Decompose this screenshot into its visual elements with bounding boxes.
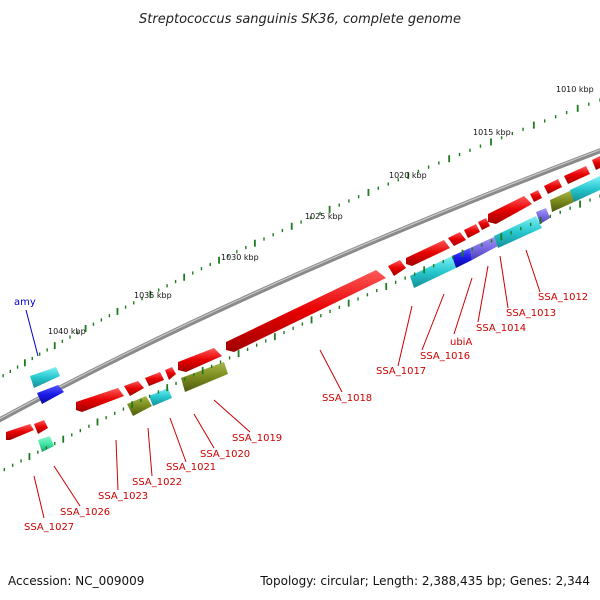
- callout-ssa-1013: [499, 255, 509, 309]
- gene-forward-b-arrow[interactable]: [544, 179, 562, 194]
- gene-ssa-1020-arrow[interactable]: [165, 367, 176, 380]
- outer-ticks: [2, 98, 600, 378]
- forward-strand-genes: [6, 156, 600, 440]
- genome-backbone-highlight: [0, 149, 600, 420]
- feature-blue-amy: [37, 385, 64, 404]
- label-ssa-1022[interactable]: SSA_1022: [132, 477, 182, 488]
- label-ssa-1013[interactable]: SSA_1013: [506, 308, 556, 319]
- gene-forward-c-arrow[interactable]: [564, 166, 590, 184]
- label-ssa-1014[interactable]: SSA_1014: [476, 323, 526, 334]
- accession-text: Accession: NC_009009: [8, 574, 145, 588]
- callout-ssa-1022: [147, 427, 153, 477]
- kbp-label-1030: 1030 kbp: [221, 253, 259, 262]
- gene-ssa-1014-arrow[interactable]: [464, 224, 480, 238]
- gene-ssa-1021-arrow[interactable]: [145, 372, 164, 386]
- callout-ssa-1026: [53, 465, 81, 507]
- gene-ubia-arrow[interactable]: [448, 232, 466, 246]
- feature-blue-ubia: [452, 248, 472, 268]
- label-ssa-1016[interactable]: SSA_1016: [420, 351, 470, 362]
- gene-ssa-1013-arrow[interactable]: [478, 218, 490, 230]
- label-ssa-1012[interactable]: SSA_1012: [538, 292, 588, 303]
- gene-ssa-1022-arrow[interactable]: [124, 381, 144, 396]
- genome-title: Streptococcus sanguinis SK36, complete g…: [139, 12, 461, 27]
- gene-forward-d-arrow[interactable]: [592, 156, 600, 170]
- feature-olive-1: [127, 396, 152, 416]
- gene-ssa-1023-arrow[interactable]: [76, 388, 124, 412]
- gene-ssa-1019-arrow[interactable]: [178, 348, 222, 372]
- callout-amy: [25, 309, 39, 357]
- gene-ssa-1026-arrow[interactable]: [34, 420, 48, 434]
- feature-cyan-4: [570, 176, 600, 202]
- feature-cyan-amy: [30, 367, 60, 388]
- gene-ssa-1012-arrow[interactable]: [488, 196, 532, 224]
- callout-ssa-1016: [421, 293, 445, 351]
- label-ubia[interactable]: ubiA: [450, 337, 472, 348]
- kbp-label-1015: 1015 kbp: [473, 128, 511, 137]
- callout-ssa-1012: [525, 249, 541, 293]
- gene-ssa-1027-arrow[interactable]: [6, 424, 34, 440]
- callout-ssa-1020: [193, 413, 215, 449]
- feature-mint: [38, 436, 54, 452]
- kbp-label-1035: 1035 kbp: [134, 291, 172, 300]
- callout-ssa-1017: [397, 305, 413, 367]
- gene-labels: SSA_1012 SSA_1013 SSA_1014 ubiA SSA_1016…: [14, 292, 588, 533]
- callout-lines: [33, 249, 541, 519]
- feature-olive-2: [181, 362, 228, 392]
- callout-ssa-1018: [319, 349, 343, 393]
- kbp-label-1020: 1020 kbp: [389, 171, 427, 180]
- label-ssa-1019[interactable]: SSA_1019: [232, 433, 282, 444]
- genome-summary-text: Topology: circular; Length: 2,388,435 bp…: [260, 574, 590, 588]
- label-ssa-1017[interactable]: SSA_1017: [376, 366, 426, 377]
- label-ssa-1018[interactable]: SSA_1018: [322, 393, 372, 404]
- label-amy[interactable]: amy: [14, 297, 36, 308]
- callout-ubia: [453, 277, 473, 335]
- callout-ssa-1019: [213, 399, 251, 433]
- gene-ssa-1018-arrow[interactable]: [226, 270, 386, 352]
- genome-backbone: [0, 148, 600, 423]
- gene-ssa-1016-arrow[interactable]: [406, 240, 450, 266]
- feature-cyan-2: [410, 256, 456, 288]
- kbp-label-1040: 1040 kbp: [48, 327, 86, 336]
- kbp-label-1010: 1010 kbp: [556, 85, 594, 94]
- label-ssa-1020[interactable]: SSA_1020: [200, 449, 250, 460]
- callout-ssa-1021: [169, 417, 187, 463]
- kbp-labels: 1010 kbp 1015 kbp 1020 kbp 1025 kbp 1030…: [48, 85, 594, 336]
- feature-purple-1: [470, 236, 498, 260]
- inner-ticks: [3, 194, 600, 472]
- gene-ssa-1017-arrow[interactable]: [388, 260, 406, 276]
- label-ssa-1023[interactable]: SSA_1023: [98, 491, 148, 502]
- feature-cyan-1: [149, 388, 172, 406]
- gene-forward-a-arrow[interactable]: [530, 190, 542, 202]
- label-ssa-1027[interactable]: SSA_1027: [24, 522, 74, 533]
- callout-ssa-1027: [33, 475, 45, 519]
- label-ssa-1026[interactable]: SSA_1026: [60, 507, 110, 518]
- label-ssa-1021[interactable]: SSA_1021: [166, 462, 216, 473]
- callout-ssa-1023: [115, 439, 119, 491]
- kbp-label-1025: 1025 kbp: [305, 212, 343, 221]
- feature-purple-2: [536, 208, 550, 224]
- feature-olive-3: [550, 190, 574, 212]
- callout-ssa-1014: [477, 265, 489, 323]
